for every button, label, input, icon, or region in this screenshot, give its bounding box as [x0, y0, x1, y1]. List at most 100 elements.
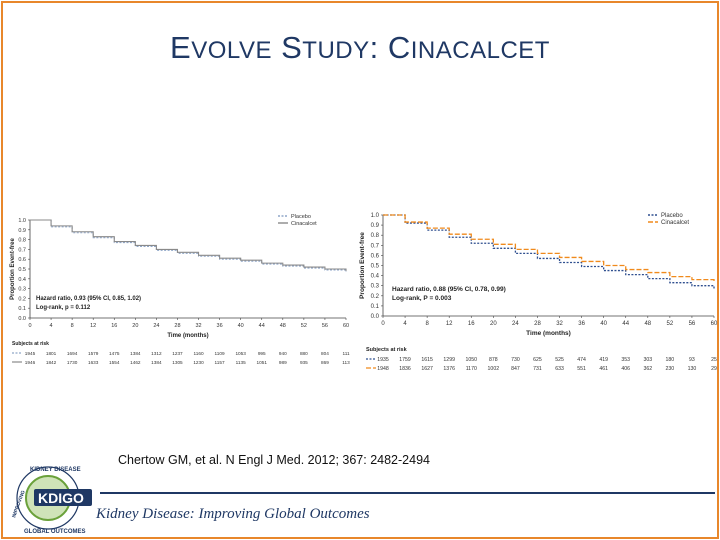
right-x-tick-label: 48	[644, 321, 651, 327]
right-risk-count: 1376	[443, 366, 455, 372]
left-y-tick-label: 0.9	[18, 228, 26, 234]
left-y-tick-label: 0.1	[18, 306, 26, 312]
svg-text:IMPROVING: IMPROVING	[11, 490, 26, 519]
left-y-axis-label: Proportion Event-free	[10, 238, 16, 300]
left-x-tick-label: 0	[28, 323, 31, 329]
left-risk-count: 1633	[88, 360, 99, 365]
right-risk-count: 180	[666, 357, 675, 363]
right-y-tick-label: 0.2	[371, 294, 380, 300]
left-risk-count: 1579	[88, 351, 99, 356]
left-risk-count: 1384	[151, 360, 162, 365]
left-risk-count: 989	[279, 360, 287, 365]
citation: Chertow GM, et al. N Engl J Med. 2012; 3…	[118, 453, 430, 467]
left-risk-count: 940	[279, 351, 287, 356]
svg-text:GLOBAL OUTCOMES: GLOBAL OUTCOMES	[24, 529, 86, 535]
left-x-tick-label: 40	[238, 323, 244, 329]
right-risk-count: 1170	[466, 366, 477, 372]
left-x-tick-label: 12	[90, 323, 96, 329]
right-risk-count: 1948	[377, 366, 389, 372]
right-risk-count: 551	[577, 366, 586, 372]
right-x-tick-label: 20	[490, 321, 497, 327]
right-y-tick-label: 0.8	[371, 233, 380, 239]
left-risk-count: 1462	[130, 360, 141, 365]
right-y-tick-label: 0.0	[371, 314, 380, 320]
right-y-tick-label: 0.1	[371, 304, 380, 310]
right-risk-count: 1836	[399, 366, 411, 372]
left-x-tick-label: 4	[50, 323, 53, 329]
right-y-tick-label: 0.9	[371, 223, 380, 229]
slide-title: EVOLVE STUDY: CINACALCET	[170, 30, 550, 65]
left-risk-count: 1160	[193, 351, 203, 356]
right-risk-count: 1615	[421, 357, 433, 363]
right-x-tick-label: 56	[689, 321, 696, 327]
left-risk-count: 880	[300, 351, 308, 356]
right-legend-label: Cinacalcet	[661, 220, 689, 226]
left-risk-count: 1053	[235, 351, 246, 356]
left-x-axis-label: Time (months)	[167, 333, 208, 339]
left-y-tick-label: 0.3	[18, 287, 26, 293]
right-y-tick-label: 1.0	[371, 213, 380, 219]
left-risk-count: 1801	[46, 351, 57, 356]
right-risk-count: 1759	[399, 357, 411, 363]
right-risk-count: 847	[511, 366, 520, 372]
left-risk-count: 1842	[46, 360, 57, 365]
left-x-tick-label: 8	[71, 323, 74, 329]
right-x-tick-label: 12	[446, 321, 453, 327]
left-risk-count: 1694	[67, 351, 78, 356]
left-x-tick-label: 44	[259, 323, 265, 329]
right-risk-count: 474	[577, 357, 586, 363]
right-annotation: Log-rank, P = 0.003	[392, 295, 452, 302]
left-risk-count: 1237	[172, 351, 183, 356]
kdigo-logo: KDIGO KIDNEY DISEASE GLOBAL OUTCOMES IMP…	[11, 466, 92, 535]
right-x-tick-label: 4	[403, 321, 407, 327]
right-risk-count: 130	[688, 366, 697, 372]
svg-text:KDIGO: KDIGO	[38, 490, 84, 506]
right-x-axis-label: Time (months)	[526, 330, 571, 337]
left-y-tick-label: 0.8	[18, 238, 26, 244]
left-risk-table-label: Subjects at risk	[12, 341, 49, 347]
right-risk-count: 731	[533, 366, 542, 372]
left-risk-count: 995	[258, 351, 266, 356]
left-x-tick-label: 16	[111, 323, 117, 329]
left-annotation: Hazard ratio, 0.93 (95% CI, 0.85, 1.02)	[36, 296, 141, 302]
right-risk-count: 1002	[488, 366, 500, 372]
left-y-tick-label: 0.5	[18, 267, 26, 273]
left-legend-label: Cinacalcet	[291, 221, 317, 227]
left-x-tick-label: 32	[195, 323, 201, 329]
right-risk-count: 25	[711, 357, 717, 363]
right-x-tick-label: 40	[600, 321, 607, 327]
right-risk-count: 633	[555, 366, 564, 372]
footer-tagline: Kidney Disease: Improving Global Outcome…	[96, 506, 370, 522]
right-x-tick-label: 36	[578, 321, 585, 327]
right-annotation: Hazard ratio, 0.88 (95% CI, 0.78, 0.99)	[392, 286, 506, 293]
left-x-tick-label: 60	[343, 323, 349, 329]
right-x-tick-label: 44	[622, 321, 629, 327]
left-risk-count: 1135	[236, 360, 246, 365]
left-risk-count: 1157	[215, 360, 225, 365]
right-x-tick-label: 32	[556, 321, 563, 327]
left-risk-count: 1305	[172, 360, 183, 365]
right-x-tick-label: 24	[512, 321, 519, 327]
right-x-tick-label: 52	[667, 321, 674, 327]
right-risk-count: 730	[511, 357, 520, 363]
left-x-tick-label: 20	[132, 323, 138, 329]
right-risk-count: 1299	[443, 357, 455, 363]
left-risk-count: 804	[321, 351, 329, 356]
left-x-tick-label: 56	[322, 323, 328, 329]
right-risk-count: 625	[533, 357, 542, 363]
left-risk-count: 1475	[109, 351, 120, 356]
left-annotation: Log-rank, p = 0.112	[36, 305, 91, 311]
right-legend-label: Placebo	[661, 213, 683, 219]
left-risk-count: 1051	[257, 360, 268, 365]
right-risk-count: 353	[621, 357, 630, 363]
left-y-tick-label: 0.2	[18, 296, 26, 302]
right-x-tick-label: 0	[381, 321, 385, 327]
left-risk-count: 1230	[193, 360, 204, 365]
right-risk-count: 29	[711, 366, 717, 372]
left-y-tick-label: 0.6	[18, 257, 26, 263]
left-risk-count: 1554	[109, 360, 120, 365]
right-risk-count: 406	[621, 366, 630, 372]
chart-left: 0.00.10.20.30.40.50.60.70.80.91.00 4 8 12 16…	[10, 214, 350, 365]
left-risk-count: 1946	[25, 360, 36, 365]
